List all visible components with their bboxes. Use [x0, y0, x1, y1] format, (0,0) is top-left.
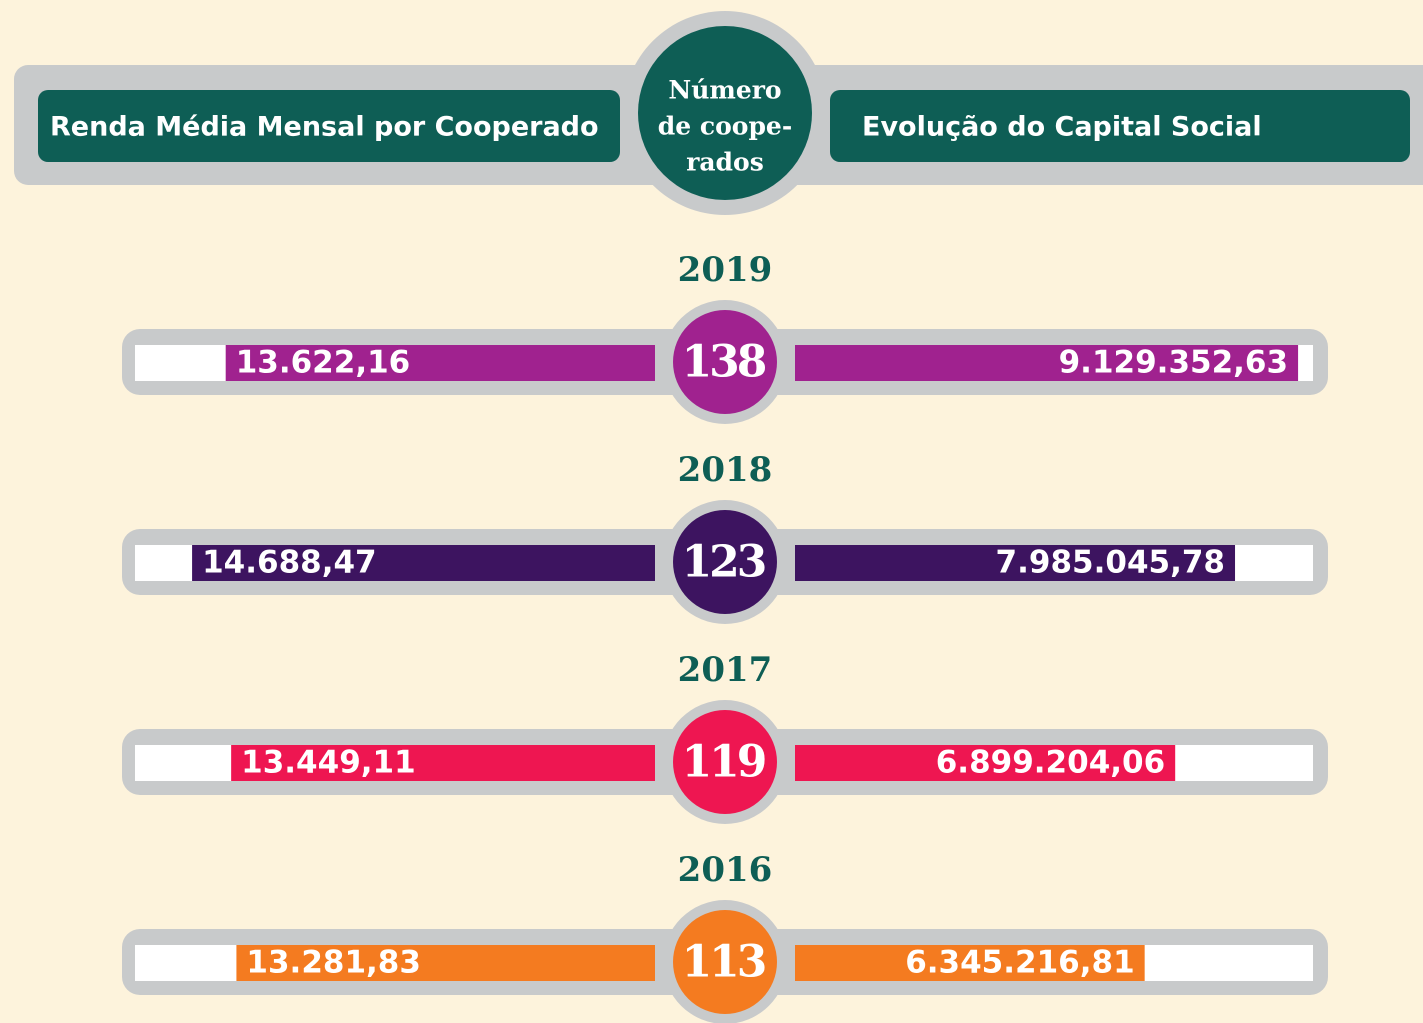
year-label: 2019 — [678, 250, 773, 290]
count-label: 113 — [682, 937, 765, 988]
center-title-line: Número — [668, 76, 781, 105]
year-label: 2017 — [678, 650, 773, 690]
right-header-box — [830, 90, 1410, 162]
count-label: 123 — [682, 537, 765, 588]
left-title: Renda Média Mensal por Cooperado — [50, 112, 599, 143]
count-label: 138 — [682, 337, 766, 388]
center-title-line: de coope- — [658, 112, 792, 141]
center-title-line: rados — [686, 148, 764, 177]
right-value-label: 6.899.204,06 — [936, 745, 1165, 781]
left-header-box — [38, 90, 620, 162]
right-value-label: 7.985.045,78 — [996, 545, 1225, 581]
count-label: 119 — [682, 737, 765, 788]
count-circle — [673, 310, 777, 414]
year-label: 2018 — [678, 450, 773, 490]
right-bar — [795, 745, 1176, 781]
right-bar — [795, 345, 1299, 381]
left-value-label: 14.688,47 — [202, 545, 377, 581]
count-circle — [673, 910, 777, 1014]
right-value-label: 9.129.352,63 — [1059, 345, 1288, 381]
right-title: Evolução do Capital Social — [862, 112, 1262, 143]
year-label: 2016 — [678, 850, 773, 890]
left-value-label: 13.449,11 — [241, 745, 416, 781]
left-value-label: 13.281,83 — [246, 945, 421, 981]
left-bar — [192, 545, 655, 581]
right-bar — [795, 545, 1236, 581]
count-circle — [673, 710, 777, 814]
header-circle — [638, 26, 812, 200]
right-value-label: 6.345.216,81 — [905, 945, 1134, 981]
right-bar — [795, 945, 1145, 981]
count-circle — [673, 510, 777, 614]
left-bar — [231, 745, 655, 781]
left-bar — [236, 945, 655, 981]
left-bar — [225, 345, 655, 381]
left-value-label: 13.622,16 — [236, 345, 411, 381]
